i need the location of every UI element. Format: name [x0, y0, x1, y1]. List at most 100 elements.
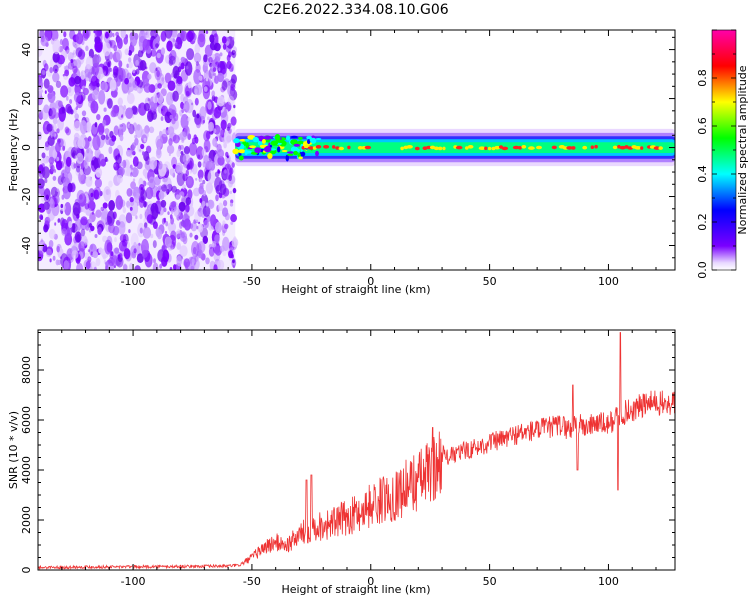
colorbar-tick-label: 0.6	[696, 117, 709, 135]
noise-speckle	[209, 34, 215, 43]
noise-speckle	[218, 202, 224, 212]
noise-speckle	[226, 40, 230, 46]
noise-speckle	[185, 197, 192, 206]
noise-speckle	[202, 120, 205, 124]
noise-speckle	[85, 260, 91, 270]
noise-speckle	[73, 163, 77, 169]
noise-speckle	[179, 221, 183, 229]
signal-core-dot	[347, 145, 351, 150]
noise-speckle	[47, 85, 54, 93]
colorbar-gradient	[711, 29, 737, 271]
signal-core-dot	[566, 146, 573, 150]
noise-speckle	[224, 212, 230, 221]
noise-speckle	[203, 86, 208, 92]
noise-speckle	[176, 255, 182, 267]
x-tick-label: 0	[367, 575, 374, 588]
noise-speckle	[217, 170, 221, 174]
signal-core-dot	[455, 145, 463, 150]
noise-speckle	[150, 49, 157, 57]
noise-speckle	[129, 206, 133, 211]
noise-speckle	[225, 101, 232, 112]
noise-speckle	[153, 258, 156, 264]
noise-speckle	[177, 148, 181, 154]
noise-speckle	[173, 73, 178, 79]
signal-blob	[264, 135, 272, 140]
noise-speckle	[38, 193, 41, 199]
noise-speckle	[150, 233, 154, 239]
spectrogram-x-ticks: -100 -50 0 50 100	[37, 30, 657, 288]
noise-speckle	[231, 162, 235, 168]
noise-speckle	[197, 161, 202, 168]
noise-speckle	[197, 223, 204, 233]
noise-speckle	[172, 134, 180, 144]
noise-speckle	[182, 223, 186, 228]
noise-speckle	[80, 70, 86, 80]
noise-speckle	[221, 80, 228, 91]
noise-speckle	[45, 248, 52, 258]
x-tick-label: -50	[243, 575, 261, 588]
noise-speckle	[63, 31, 67, 38]
noise-speckle	[157, 199, 161, 205]
noise-speckle	[130, 32, 138, 47]
noise-speckle	[186, 177, 193, 185]
noise-speckle	[62, 73, 65, 77]
noise-speckle	[176, 242, 181, 250]
noise-speckle	[194, 84, 203, 96]
noise-speckle	[66, 95, 69, 101]
noise-speckle	[126, 92, 135, 105]
x-tick-label: 0	[367, 275, 374, 288]
signal-core-dot	[438, 146, 443, 151]
noise-speckle	[123, 104, 127, 111]
noise-speckle	[141, 238, 149, 255]
noise-speckle	[139, 149, 142, 152]
signal-blob	[249, 145, 256, 149]
noise-speckle	[156, 147, 161, 156]
colorbar-tick-label: 0.0	[696, 261, 709, 279]
noise-speckle	[109, 130, 114, 139]
noise-speckle	[169, 114, 173, 120]
noise-speckle	[115, 31, 119, 37]
noise-speckle	[128, 50, 132, 56]
noise-speckle	[86, 121, 92, 133]
noise-speckle	[49, 258, 52, 263]
noise-speckle	[91, 211, 94, 215]
noise-speckle	[179, 191, 185, 199]
noise-speckle	[152, 93, 159, 104]
noise-speckle	[90, 192, 94, 198]
noise-speckle	[123, 264, 128, 270]
noise-speckle	[57, 100, 63, 108]
noise-speckle	[221, 36, 227, 44]
noise-speckle	[43, 63, 49, 72]
noise-speckle	[70, 59, 74, 63]
noise-speckle	[139, 60, 147, 71]
signal-blob	[286, 135, 291, 141]
noise-speckle	[157, 83, 162, 89]
noise-speckle	[79, 169, 84, 176]
noise-speckle	[108, 223, 115, 234]
noise-speckle	[129, 196, 134, 203]
x-tick-label: 50	[483, 275, 497, 288]
noise-speckle	[139, 227, 143, 234]
noise-speckle	[108, 146, 113, 154]
noise-speckle	[211, 90, 216, 98]
noise-speckle	[135, 124, 143, 138]
noise-speckle	[152, 262, 159, 270]
noise-speckle	[194, 136, 199, 144]
noise-speckle	[118, 218, 122, 222]
noise-speckle	[161, 184, 167, 192]
noise-speckle	[90, 100, 99, 114]
noise-speckle	[136, 161, 143, 170]
noise-speckle	[135, 68, 140, 75]
noise-speckle	[54, 68, 58, 72]
noise-speckle	[185, 169, 189, 177]
noise-speckle	[159, 263, 163, 269]
noise-speckle	[164, 72, 172, 84]
noise-speckle	[56, 245, 60, 253]
noise-speckle	[75, 106, 79, 110]
noise-speckle	[84, 164, 92, 176]
noise-speckle	[49, 67, 53, 74]
noise-speckle	[97, 123, 105, 135]
noise-speckle	[162, 128, 168, 138]
noise-speckle	[64, 69, 70, 77]
y-tick-label: 20	[20, 92, 33, 106]
